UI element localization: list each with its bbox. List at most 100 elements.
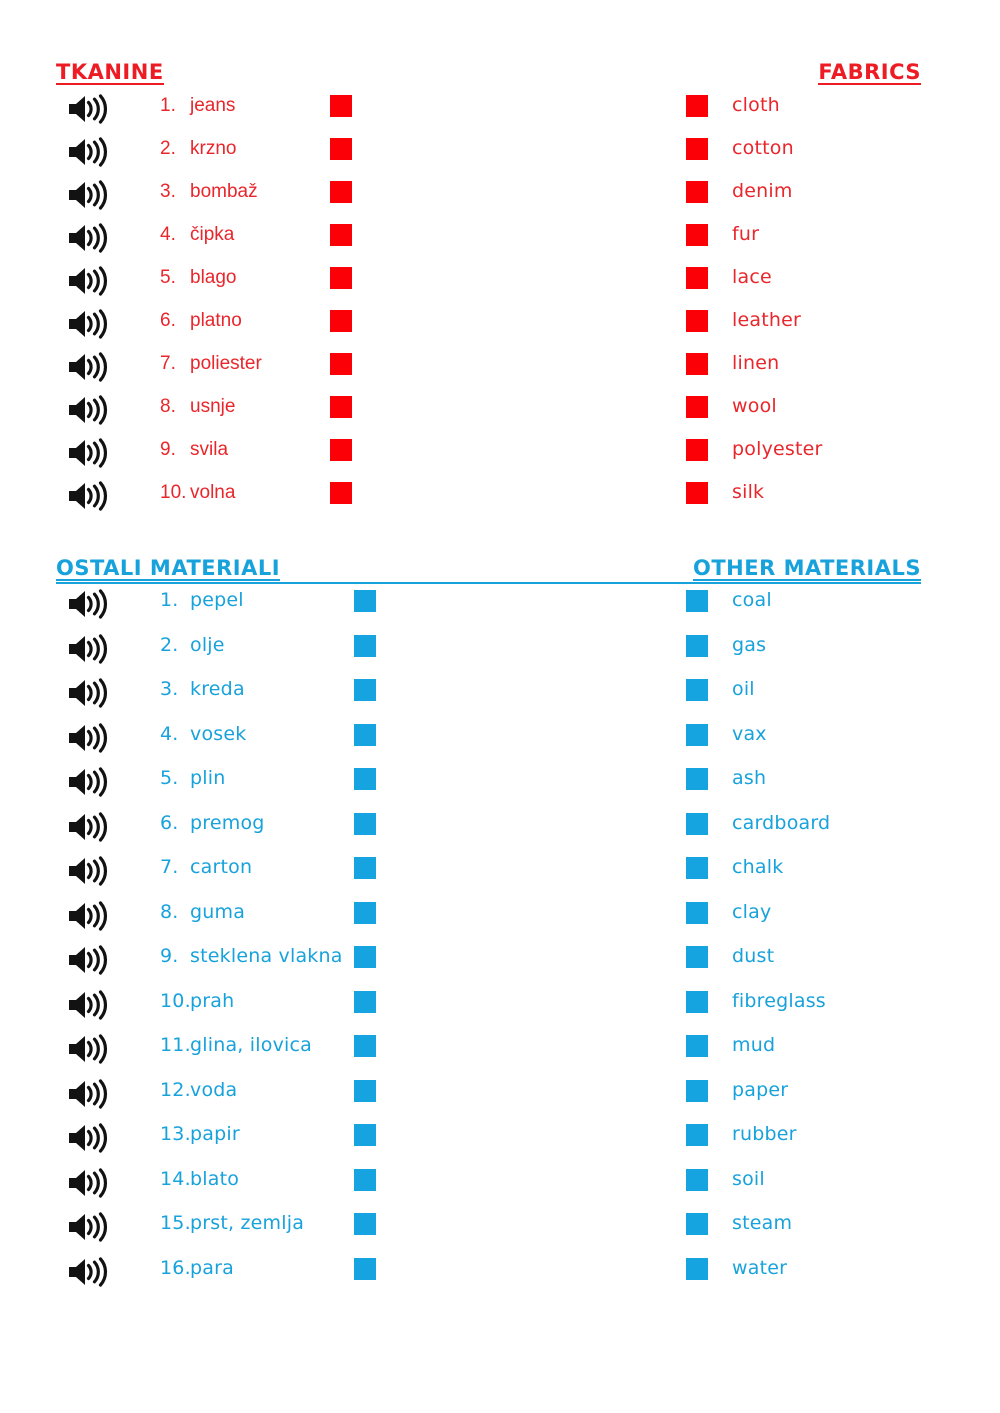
answer-term[interactable]: fibreglass <box>732 989 826 1012</box>
drop-target-left[interactable] <box>354 990 376 1013</box>
drag-swatch-right[interactable] <box>686 482 708 504</box>
drop-target-left[interactable] <box>330 181 352 203</box>
drag-swatch-right[interactable] <box>686 768 708 790</box>
drag-swatch-right[interactable] <box>686 857 708 879</box>
speaker-icon[interactable] <box>66 587 112 621</box>
speaker-icon[interactable] <box>66 676 112 710</box>
drop-target-left[interactable] <box>354 812 376 835</box>
drop-target-left[interactable] <box>354 1257 376 1280</box>
drop-target-left[interactable] <box>354 857 376 879</box>
drop-target-left[interactable] <box>354 590 376 612</box>
answer-term[interactable]: chalk <box>732 856 784 878</box>
drop-target-left[interactable] <box>354 946 376 968</box>
answer-term[interactable]: water <box>732 1256 788 1279</box>
answer-term[interactable]: dust <box>732 945 775 967</box>
speaker-icon[interactable] <box>66 393 112 427</box>
speaker-icon[interactable] <box>66 854 112 888</box>
speaker-icon[interactable] <box>66 1166 112 1200</box>
drag-swatch-right[interactable] <box>686 1257 708 1280</box>
drop-target-left[interactable] <box>354 1035 376 1057</box>
answer-term[interactable]: cardboard <box>732 811 831 834</box>
speaker-icon[interactable] <box>66 988 112 1022</box>
answer-term[interactable]: leather <box>732 309 802 331</box>
drag-swatch-right[interactable] <box>686 1035 708 1057</box>
drag-swatch-right[interactable] <box>686 181 708 203</box>
answer-term[interactable]: cloth <box>732 94 780 116</box>
drop-target-left[interactable] <box>354 768 376 790</box>
drag-swatch-right[interactable] <box>686 267 708 289</box>
drag-swatch-right[interactable] <box>686 1079 708 1102</box>
speaker-icon[interactable] <box>66 264 112 298</box>
answer-term[interactable]: fur <box>732 223 760 245</box>
answer-term[interactable]: mud <box>732 1034 776 1056</box>
answer-term[interactable]: lace <box>732 266 772 288</box>
speaker-icon[interactable] <box>66 1077 112 1111</box>
speaker-icon[interactable] <box>66 1210 112 1244</box>
speaker-icon[interactable] <box>66 178 112 212</box>
drop-target-left[interactable] <box>354 1213 376 1235</box>
answer-term[interactable]: cotton <box>732 137 794 159</box>
drag-swatch-right[interactable] <box>686 1213 708 1235</box>
speaker-icon[interactable] <box>66 632 112 666</box>
answer-term[interactable]: clay <box>732 900 772 923</box>
answer-term[interactable]: rubber <box>732 1123 797 1145</box>
drag-swatch-right[interactable] <box>686 679 708 701</box>
drop-target-left[interactable] <box>354 1079 376 1102</box>
drag-swatch-right[interactable] <box>686 138 708 160</box>
speaker-icon[interactable] <box>66 943 112 977</box>
drop-target-left[interactable] <box>354 723 376 746</box>
speaker-icon[interactable] <box>66 436 112 470</box>
drag-swatch-right[interactable] <box>686 990 708 1013</box>
speaker-icon[interactable] <box>66 479 112 513</box>
answer-term[interactable]: ash <box>732 767 767 789</box>
drop-target-left[interactable] <box>330 95 352 117</box>
drop-target-left[interactable] <box>354 901 376 924</box>
answer-term[interactable]: soil <box>732 1167 765 1190</box>
speaker-icon[interactable] <box>66 1032 112 1066</box>
speaker-icon[interactable] <box>66 899 112 933</box>
drag-swatch-right[interactable] <box>686 396 708 418</box>
drop-target-left[interactable] <box>330 138 352 160</box>
drop-target-left[interactable] <box>330 482 352 504</box>
speaker-icon[interactable] <box>66 765 112 799</box>
answer-term[interactable]: coal <box>732 589 772 611</box>
answer-term[interactable]: linen <box>732 352 780 374</box>
answer-term[interactable]: steam <box>732 1212 793 1234</box>
speaker-icon[interactable] <box>66 810 112 844</box>
speaker-icon[interactable] <box>66 307 112 341</box>
drag-swatch-right[interactable] <box>686 353 708 375</box>
answer-term[interactable]: vax <box>732 722 767 745</box>
drag-swatch-right[interactable] <box>686 224 708 246</box>
answer-term[interactable]: gas <box>732 633 767 656</box>
speaker-icon[interactable] <box>66 221 112 255</box>
drop-target-left[interactable] <box>330 267 352 289</box>
drag-swatch-right[interactable] <box>686 590 708 612</box>
drop-target-left[interactable] <box>354 679 376 701</box>
drop-target-left[interactable] <box>330 310 352 332</box>
speaker-icon[interactable] <box>66 350 112 384</box>
speaker-icon[interactable] <box>66 721 112 755</box>
drop-target-left[interactable] <box>354 634 376 657</box>
answer-term[interactable]: oil <box>732 678 755 700</box>
answer-term[interactable]: denim <box>732 180 793 202</box>
answer-term[interactable]: paper <box>732 1078 789 1101</box>
drag-swatch-right[interactable] <box>686 901 708 924</box>
speaker-icon[interactable] <box>66 1255 112 1289</box>
drag-swatch-right[interactable] <box>686 1168 708 1191</box>
drag-swatch-right[interactable] <box>686 310 708 332</box>
drag-swatch-right[interactable] <box>686 946 708 968</box>
drag-swatch-right[interactable] <box>686 95 708 117</box>
drop-target-left[interactable] <box>330 353 352 375</box>
speaker-icon[interactable] <box>66 92 112 126</box>
drag-swatch-right[interactable] <box>686 812 708 835</box>
drop-target-left[interactable] <box>330 439 352 461</box>
answer-term[interactable]: polyester <box>732 438 823 460</box>
drag-swatch-right[interactable] <box>686 634 708 657</box>
drag-swatch-right[interactable] <box>686 1124 708 1146</box>
speaker-icon[interactable] <box>66 1121 112 1155</box>
answer-term[interactable]: silk <box>732 481 765 503</box>
drag-swatch-right[interactable] <box>686 723 708 746</box>
drag-swatch-right[interactable] <box>686 439 708 461</box>
drop-target-left[interactable] <box>330 396 352 418</box>
drop-target-left[interactable] <box>330 224 352 246</box>
